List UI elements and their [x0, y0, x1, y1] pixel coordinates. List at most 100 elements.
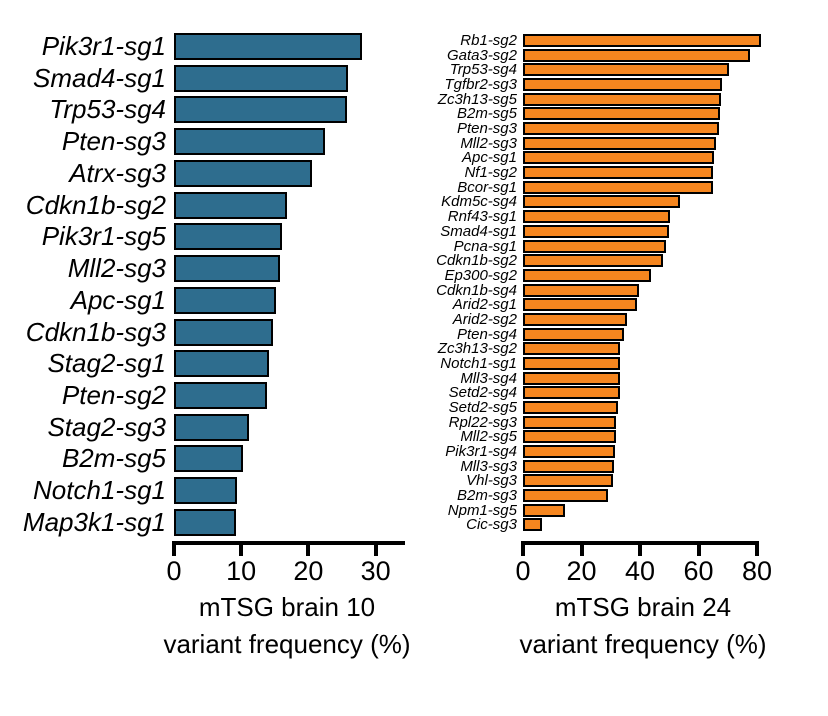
bar-label-right: Setd2-sg5: [448, 399, 517, 416]
bar-right: [523, 518, 543, 532]
x-axis-tick-left: [373, 541, 378, 556]
bar-right: [523, 489, 608, 503]
bar-left: [174, 223, 283, 251]
x-axis-tick-label-right: 0: [515, 556, 531, 586]
bar-left: [174, 477, 238, 505]
bar-label-right: Tgfbr2-sg3: [444, 76, 517, 94]
bar-right: [523, 122, 719, 136]
bar-right: [523, 268, 652, 282]
bar-label-right: Npm1-sg5: [447, 501, 517, 519]
bar-label-right: Apc-sg1: [461, 149, 517, 167]
x-axis-tick-left: [172, 541, 176, 556]
x-axis-tick-label-left: 30: [360, 556, 391, 586]
bar-left: [174, 255, 281, 283]
x-axis-tick-label-left: 10: [226, 556, 257, 586]
x-axis-tick-label-right: 20: [566, 556, 597, 586]
bar-right: [523, 283, 640, 297]
bar-right: [523, 239, 667, 253]
x-axis-title-left-line1: mTSG brain 10: [198, 592, 376, 622]
bar-left: [174, 286, 276, 314]
bar-label-right: Zc3h13-sg2: [437, 340, 517, 358]
x-axis-title-right-line2: variant frequency (%): [519, 629, 767, 659]
bar-label-right: Zc3h13-sg5: [437, 90, 517, 108]
bar-right: [523, 327, 624, 341]
bar-left: [174, 413, 249, 441]
bar-right: [523, 224, 669, 238]
bar-left: [174, 159, 313, 187]
bar-right: [523, 474, 614, 488]
bar-right: [523, 356, 620, 370]
bar-label-right: Bcor-sg1: [457, 178, 517, 196]
x-axis-tick-label-right: 80: [741, 556, 773, 586]
bar-right: [523, 78, 722, 92]
bar-left: [174, 128, 326, 156]
bar-label-left: Atrx-sg3: [69, 157, 166, 188]
bar-label-left: Notch1-sg1: [33, 475, 166, 506]
x-axis-tick-right: [696, 541, 701, 556]
bar-left: [174, 33, 363, 60]
bar-label-right: B2m-sg3: [456, 487, 517, 505]
bar-right: [523, 430, 616, 444]
bar-label-right: Gata3-sg2: [446, 46, 517, 64]
bar-label-left: Pten-sg3: [61, 126, 166, 157]
bar-right: [523, 342, 621, 356]
bar-right: [523, 136, 716, 150]
bar-label-right: Arid2-sg1: [452, 296, 517, 314]
bar-right: [523, 180, 713, 194]
bar-right: [523, 210, 670, 224]
bar-left: [174, 96, 347, 124]
bar-right: [523, 92, 721, 106]
bar-label-left: Map3k1-sg1: [22, 506, 166, 537]
bar-right: [523, 195, 681, 209]
bar-left: [174, 508, 236, 536]
bar-right: [523, 415, 616, 429]
bar-label-left: Smad4-sg1: [33, 62, 166, 93]
bar-label-right: Vhl-sg3: [466, 472, 517, 490]
bar-label-right: Cic-sg3: [466, 516, 517, 534]
bar-label-left: B2m-sg5: [61, 443, 166, 474]
bar-label-left: Pik3r1-sg1: [41, 31, 166, 61]
x-axis-title-right-line1: mTSG brain 24: [554, 592, 732, 622]
bar-right: [523, 166, 713, 180]
x-axis-tick-label-left: 20: [293, 556, 324, 586]
bar-right: [523, 107, 720, 121]
bar-label-right: Mll3-sg3: [460, 457, 517, 475]
bar-label-right: Pten-sg4: [456, 325, 517, 343]
bar-label-right: Rnf43-sg1: [447, 208, 517, 226]
bar-label-right: Cdkn1b-sg4: [436, 281, 517, 299]
bar-label-right: Kdm5c-sg4: [441, 193, 517, 211]
x-axis-tick-left: [239, 541, 244, 556]
bar-label-right: Rb1-sg2: [460, 32, 517, 49]
bar-right: [523, 371, 620, 385]
bar-label-right: Smad4-sg1: [440, 222, 517, 240]
x-axis-tick-left: [306, 541, 311, 556]
bar-left: [174, 445, 244, 473]
bar-label-right: Pik3r1-sg4: [445, 443, 517, 461]
bar-right: [523, 254, 663, 268]
bar-label-left: Mll2-sg3: [67, 253, 166, 284]
x-axis-tick-label-right: 40: [624, 556, 656, 586]
bar-label-left: Trp53-sg4: [49, 94, 166, 125]
bar-label-right: Pten-sg3: [456, 120, 517, 138]
bar-label-right: Rpl22-sg3: [448, 413, 517, 431]
bar-label-right: Nf1-sg2: [464, 164, 517, 182]
bar-right: [523, 401, 618, 414]
bar-right: [523, 151, 714, 165]
x-axis-tick-right: [755, 541, 759, 556]
bar-label-right: Mll2-sg5: [460, 428, 517, 446]
bar-label-right: B2m-sg5: [456, 105, 517, 123]
bar-right: [523, 312, 627, 326]
bar-label-left: Apc-sg1: [70, 284, 166, 315]
x-axis-tick-label-right: 60: [683, 556, 714, 586]
x-axis-tick-label-left: 0: [166, 556, 182, 586]
bar-label-right: Mll2-sg3: [460, 134, 517, 152]
bar-label-left: Cdkn1b-sg3: [25, 316, 166, 347]
bar-label-left: Stag2-sg3: [47, 411, 166, 442]
x-axis-tick-right: [579, 541, 584, 556]
bar-label-left: Pten-sg2: [61, 380, 166, 411]
bar-right: [523, 503, 565, 517]
bar-right: [523, 298, 638, 312]
bar-left: [174, 350, 270, 378]
bar-label-left: Pik3r1-sg5: [41, 221, 166, 252]
